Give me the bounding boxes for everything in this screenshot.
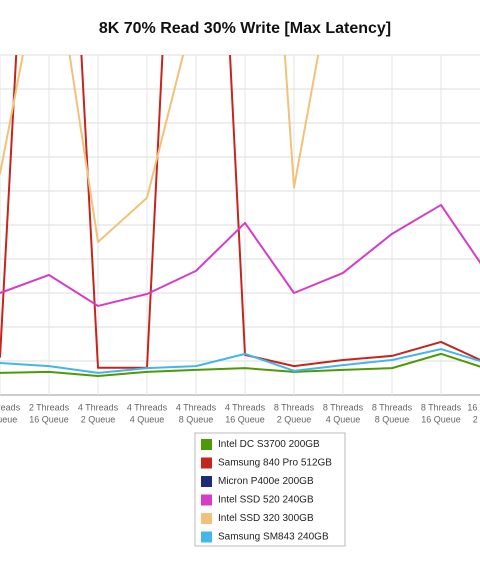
legend-box (194, 432, 346, 547)
chart-title: 8K 70% Read 30% Write [Max Latency] (99, 20, 391, 37)
legend-label: Micron P400e 200GB (218, 476, 314, 487)
x-tick-label: 4 Threads (78, 402, 119, 412)
x-tick-label: 2 Queue (277, 414, 312, 424)
x-tick-label: 8 Threads (323, 402, 364, 412)
x-tick-label: 8 Queue (0, 414, 17, 424)
series-line (0, 348, 480, 374)
legend-label: Samsung 840 Pro 512GB (218, 458, 332, 469)
x-tick-label: 8 Queue (375, 414, 410, 424)
legend-swatch (201, 476, 212, 487)
legend-swatch (201, 494, 212, 506)
x-tick-label: 4 Queue (326, 414, 361, 424)
x-tick-label: 16 Queue (29, 414, 69, 424)
x-tick-label: 8 Threads (372, 402, 413, 412)
x-tick-label: 8 Threads (274, 402, 315, 412)
x-tick-label: 2 Threads (0, 402, 21, 412)
x-tick-label: 4 Threads (176, 402, 217, 412)
legend-swatch (201, 439, 212, 450)
x-tick-label: 8 Queue (179, 414, 214, 424)
x-tick-label: 8 Threads (421, 402, 462, 412)
x-tick-label: 16 Queue (421, 414, 461, 424)
x-tick-label: 4 Threads (225, 402, 266, 412)
legend-swatch (201, 513, 212, 524)
legend-label: Intel SSD 520 240GB (218, 495, 314, 506)
legend-label: Intel SSD 320 300GB (218, 513, 314, 524)
legend-label: Samsung SM843 240GB (218, 532, 329, 543)
legend-swatch (201, 457, 212, 469)
x-tick-label: 4 Queue (130, 414, 165, 424)
x-tick-label: 2 Queue (473, 414, 480, 424)
x-tick-label: 16 Threads (467, 402, 480, 412)
legend-swatch (201, 531, 212, 543)
legend-label: Intel DC S3700 200GB (218, 439, 320, 450)
x-tick-label: 16 Queue (225, 414, 265, 424)
x-tick-label: 2 Queue (81, 414, 116, 424)
series-line (0, 203, 480, 307)
x-tick-label: 4 Threads (127, 402, 168, 412)
series-line (0, 352, 480, 377)
series-line (0, 55, 320, 243)
x-tick-label: 2 Threads (29, 402, 70, 412)
